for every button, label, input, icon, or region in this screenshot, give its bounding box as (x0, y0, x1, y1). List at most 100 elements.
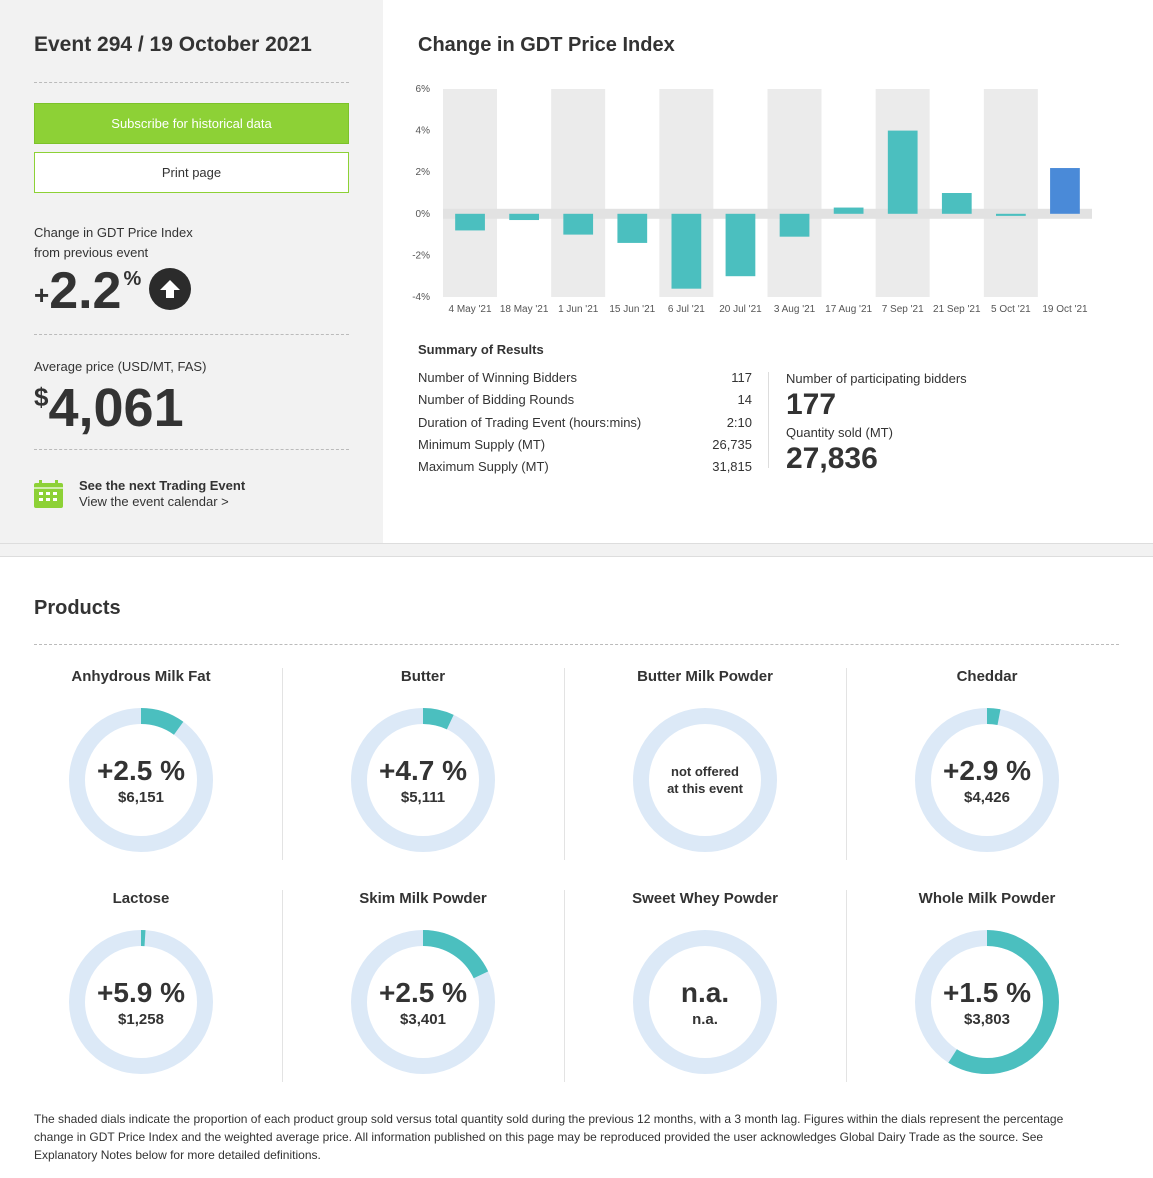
chart-bar[interactable] (455, 213, 485, 231)
chart-bar[interactable] (617, 213, 648, 243)
x-tick-label: 18 May '21 (500, 304, 549, 315)
chart-bar[interactable] (563, 213, 594, 235)
product-name: Lactose (112, 890, 170, 907)
product-price: $3,401 (400, 1010, 446, 1028)
calendar-icon[interactable] (34, 480, 63, 508)
dial-track (633, 708, 777, 852)
x-tick-label: 5 Oct '21 (991, 304, 1031, 315)
summary-row-value: 14 (737, 392, 752, 408)
dial-center: +5.9 % $1,258 (66, 927, 216, 1077)
summary-divider (768, 372, 769, 468)
product-dial (69, 708, 213, 852)
summary-row: Maximum Supply (MT) 31,815 (418, 459, 752, 474)
product-card[interactable]: Whole Milk Powder +1.5 % $3,803 (846, 890, 1128, 1082)
subscribe-button[interactable]: Subscribe for historical data (34, 103, 349, 144)
y-tick-label: -2% (412, 250, 430, 261)
grid-band (821, 89, 876, 297)
bidders-label: Number of participating bidders (786, 371, 967, 386)
product-change: +2.5 % (379, 976, 467, 1008)
product-change: +1.5 % (943, 976, 1031, 1008)
chart-bar[interactable] (887, 130, 918, 214)
dial-center: +2.9 % $4,426 (912, 705, 1062, 855)
product-change: n.a. (680, 976, 730, 1008)
x-tick-label: 6 Jul '21 (668, 304, 705, 315)
next-event-title[interactable]: See the next Trading Event (79, 478, 246, 493)
change-sign: + (34, 280, 50, 310)
summary-title: Summary of Results (418, 342, 544, 357)
avg-price-label: Average price (USD/MT, FAS) (34, 359, 207, 374)
product-dial (351, 708, 495, 852)
divider (34, 334, 349, 335)
grid-band (983, 89, 1038, 297)
chart-bar[interactable] (509, 213, 539, 221)
y-tick-label: 2% (416, 167, 431, 178)
column-divider (846, 890, 847, 1082)
product-dial (633, 708, 777, 852)
product-name: Butter Milk Powder (637, 668, 773, 685)
product-change: +4.7 % (379, 754, 467, 786)
dial-fill (915, 708, 1059, 852)
chart-bar[interactable] (725, 213, 756, 277)
summary-row: Number of Bidding Rounds 14 (418, 392, 752, 407)
product-dial (915, 930, 1059, 1074)
chart-bar[interactable] (996, 213, 1026, 216)
event-sidebar (0, 0, 383, 543)
x-tick-label: 3 Aug '21 (774, 304, 816, 315)
product-card[interactable]: Anhydrous Milk Fat +2.5 % $6,151 (0, 668, 282, 860)
summary-row-value: 31,815 (712, 459, 752, 475)
y-tick-label: 4% (416, 126, 431, 137)
product-card[interactable]: Butter +4.7 % $5,111 (282, 668, 564, 860)
dial-center: +2.5 % $3,401 (348, 927, 498, 1077)
chart-bar[interactable] (941, 193, 972, 214)
chart-bar[interactable] (1050, 168, 1080, 214)
product-card[interactable]: Cheddar +2.9 % $4,426 (846, 668, 1128, 860)
dial-center: +1.5 % $3,803 (912, 927, 1062, 1077)
product-price: $6,151 (118, 788, 164, 806)
bidders-value: 177 (786, 388, 837, 421)
chart-title: Change in GDT Price Index (418, 34, 675, 56)
footnote: The shaded dials indicate the proportion… (34, 1112, 1064, 1162)
next-event-link[interactable]: See the next Trading Event View the even… (79, 478, 245, 510)
product-card[interactable]: Butter Milk Powder not offered at this eve… (564, 668, 846, 860)
grid-band (605, 89, 660, 297)
x-tick-label: 17 Aug '21 (825, 304, 872, 315)
summary-row-label: Duration of Trading Event (hours:mins) (418, 414, 642, 430)
dial-fill (69, 930, 213, 1074)
summary-row-value: 2:10 (726, 414, 752, 430)
price-currency: $ (34, 382, 49, 412)
product-card[interactable]: Skim Milk Powder +2.5 % $3,401 (282, 890, 564, 1082)
chart-bar[interactable] (671, 213, 702, 289)
change-label: Change in GDT Price Index (34, 225, 193, 240)
zero-band (443, 208, 1092, 219)
x-tick-label: 20 Jul '21 (719, 304, 762, 315)
x-tick-label: 21 Sep '21 (933, 304, 981, 315)
product-card[interactable]: Sweet Whey Powder n.a. n.a. (564, 890, 846, 1082)
product-dial (351, 930, 495, 1074)
product-change: +5.9 % (97, 976, 185, 1008)
column-divider (282, 668, 283, 860)
print-page-button[interactable]: Print page (34, 152, 349, 193)
y-tick-label: 0% (416, 209, 431, 220)
dial-track (633, 930, 777, 1074)
products-title: Products (34, 597, 121, 619)
grid-band (767, 89, 822, 297)
dial-center: n.a. n.a. (630, 927, 780, 1077)
column-divider (564, 890, 565, 1082)
chart-bar[interactable] (779, 213, 810, 237)
price-value: 4,061 (48, 378, 184, 438)
dial-fill (351, 930, 495, 1074)
product-card[interactable]: Lactose +5.9 % $1,258 (0, 890, 282, 1082)
summary-row-label: Maximum Supply (MT) (418, 459, 549, 475)
product-name: Butter (400, 668, 446, 685)
dial-fill (915, 930, 1059, 1074)
chart-bar[interactable] (833, 207, 864, 214)
divider (34, 82, 349, 83)
event-calendar-link[interactable]: View the event calendar > (79, 494, 229, 509)
divider (34, 644, 1119, 645)
summary-row: Number of Winning Bidders 117 (418, 370, 752, 385)
summary-row-label: Minimum Supply (MT) (418, 436, 546, 452)
y-tick-label: 6% (416, 84, 431, 95)
section-separator (0, 543, 1153, 557)
arrow-up-icon (149, 268, 192, 310)
not-offered-text: at this event (667, 781, 743, 796)
